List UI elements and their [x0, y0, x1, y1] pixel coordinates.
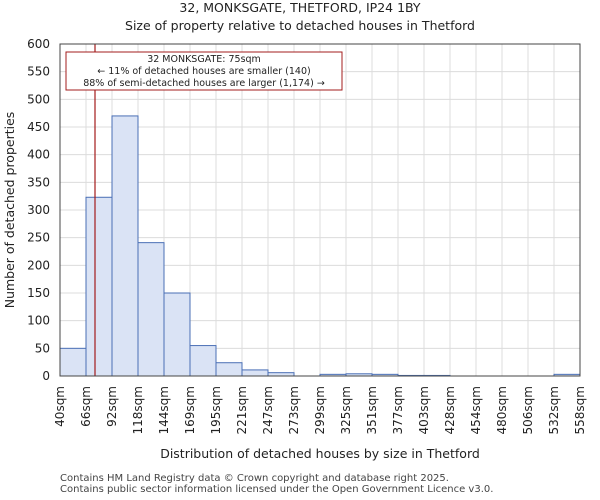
- y-tick-label: 550: [27, 65, 50, 79]
- annotation-line-3: 88% of semi-detached houses are larger (…: [83, 78, 325, 89]
- bar: [85, 196, 113, 377]
- bar: [111, 115, 139, 377]
- y-tick-labels: 0 50 100 150 200 250 300 350 400 450 500 550 600: [27, 37, 50, 383]
- plot-frame: [59, 43, 581, 377]
- annotation-box: 32 MONKSGATE: 75sqm ← 11% of detached ho…: [65, 51, 343, 91]
- x-tick-label: 299sqm: [313, 386, 327, 434]
- x-tick-label: 325sqm: [339, 386, 353, 434]
- footer-line-1: Contains HM Land Registry data © Crown c…: [60, 473, 449, 484]
- x-tick-label: 247sqm: [261, 386, 275, 434]
- x-tick-label: 144sqm: [157, 386, 171, 434]
- y-tick-label: 250: [27, 231, 50, 245]
- x-tick-label: 195sqm: [209, 386, 223, 434]
- bar: [189, 345, 217, 377]
- annotation-line-1: 32 MONKSGATE: 75sqm: [147, 54, 261, 65]
- y-tick-label: 50: [35, 341, 50, 355]
- x-tick-label: 480sqm: [495, 386, 509, 434]
- chart-title: 32, MONKSGATE, THETFORD, IP24 1BY: [179, 0, 421, 15]
- gridlines: [59, 43, 581, 377]
- y-tick-label: 400: [27, 148, 50, 162]
- x-tick-label: 532sqm: [547, 386, 561, 434]
- footer-line-2: Contains public sector information licen…: [60, 484, 494, 495]
- x-tick-label: 40sqm: [53, 386, 67, 427]
- y-tick-label: 450: [27, 120, 50, 134]
- x-axis-label: Distribution of detached houses by size …: [160, 446, 480, 461]
- x-tick-label: 66sqm: [79, 386, 93, 427]
- x-tick-label: 118sqm: [131, 386, 145, 434]
- annotation-line-2: ← 11% of detached houses are smaller (14…: [97, 66, 310, 77]
- bars: [59, 115, 581, 377]
- bar: [215, 362, 243, 377]
- x-tick-label: 403sqm: [417, 386, 431, 434]
- x-tick-label: 273sqm: [287, 386, 301, 434]
- y-tick-label: 350: [27, 175, 50, 189]
- y-tick-label: 100: [27, 314, 50, 328]
- y-tick-label: 0: [42, 369, 50, 383]
- y-tick-label: 200: [27, 258, 50, 272]
- y-axis-label: Number of detached properties: [2, 112, 17, 309]
- y-tick-label: 500: [27, 92, 50, 106]
- y-tick-label: 150: [27, 286, 50, 300]
- chart-subtitle: Size of property relative to detached ho…: [125, 18, 475, 33]
- x-tick-label: 454sqm: [469, 386, 483, 434]
- x-tick-label: 169sqm: [183, 386, 197, 434]
- bar: [241, 369, 269, 377]
- x-tick-label: 221sqm: [235, 386, 249, 434]
- annotation-border: [65, 51, 343, 91]
- bar: [163, 292, 191, 377]
- x-tick-label: 506sqm: [521, 386, 535, 434]
- x-tick-labels: 40sqm 66sqm 92sqm 118sqm 144sqm 169sqm 195sqm 2…: [53, 386, 587, 434]
- x-tick-label: 351sqm: [365, 386, 379, 434]
- bar: [59, 347, 87, 377]
- x-tick-label: 377sqm: [391, 386, 405, 434]
- y-tick-label: 600: [27, 37, 50, 51]
- x-tick-label: 558sqm: [573, 386, 587, 434]
- x-tick-label: 92sqm: [105, 386, 119, 427]
- x-tick-label: 428sqm: [443, 386, 457, 434]
- bar: [137, 242, 165, 377]
- y-tick-label: 300: [27, 203, 50, 217]
